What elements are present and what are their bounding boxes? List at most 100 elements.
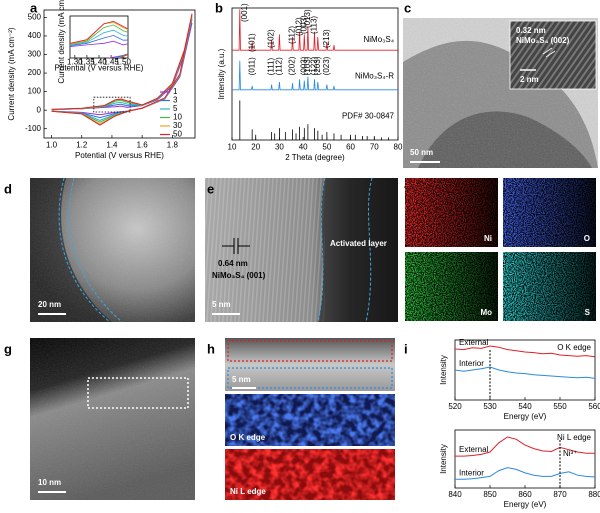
panel-label: i bbox=[404, 341, 408, 356]
map-fade bbox=[405, 178, 498, 247]
series-label: Interior bbox=[459, 468, 484, 477]
y-tick-label: 0 bbox=[37, 105, 42, 114]
scale-label: 5 nm bbox=[212, 300, 231, 309]
peak-label: (011) bbox=[247, 57, 256, 75]
plot-frame bbox=[231, 7, 399, 141]
peak-label: (023) bbox=[322, 56, 331, 75]
peak-label: (003) bbox=[299, 15, 308, 34]
y-axis-label: Current density (mA cm⁻²) bbox=[57, 0, 66, 84]
lattice-spacing: 0.32 nm bbox=[516, 26, 546, 35]
scale-label: 50 nm bbox=[410, 148, 433, 157]
legend-label: 3 bbox=[173, 96, 178, 105]
x-tick-label: 1.4 bbox=[106, 141, 118, 150]
legend-label: 10 bbox=[173, 113, 182, 122]
y-axis-label: Intensity (a.u.) bbox=[217, 48, 226, 99]
peak-label: (122) bbox=[310, 56, 319, 75]
peak-label: (113) bbox=[310, 16, 319, 34]
x-tick-label: 20 bbox=[251, 143, 260, 152]
panel-label: d bbox=[4, 181, 12, 196]
x-tick-label: 1.35 bbox=[79, 58, 95, 67]
x-axis-label: 2 Theta (degree) bbox=[285, 153, 345, 162]
y-tick-label: 200 bbox=[28, 68, 42, 77]
zoom-box bbox=[93, 96, 131, 113]
x-tick-label: 840 bbox=[448, 490, 462, 499]
peak-label: (001) bbox=[240, 3, 249, 22]
y-axis-label: Intensity bbox=[439, 444, 448, 474]
region-label: Activated layer bbox=[330, 239, 387, 248]
cv-curve bbox=[70, 40, 128, 58]
map-fade bbox=[405, 252, 498, 321]
peak-label: (202) bbox=[288, 56, 297, 75]
x-tick-label: 520 bbox=[448, 402, 462, 411]
series-label: External bbox=[459, 445, 489, 454]
xrd-pattern bbox=[232, 60, 398, 91]
x-tick-label: 550 bbox=[553, 402, 567, 411]
peak-label: (013) bbox=[303, 9, 312, 28]
stem-image bbox=[30, 338, 195, 500]
panel-label: e bbox=[207, 181, 214, 196]
stem-image bbox=[30, 177, 195, 323]
x-tick-label: 1.8 bbox=[167, 141, 179, 150]
legend-label: 30 bbox=[173, 121, 182, 130]
x-tick-label: 540 bbox=[518, 402, 532, 411]
series-label: NiMo₃S₄ bbox=[363, 35, 394, 44]
eels-spectrum bbox=[454, 345, 596, 358]
lattice-plane: NiMo₃S₄ (001) bbox=[212, 271, 266, 280]
panel-label: a bbox=[30, 0, 38, 15]
eels-spectrum bbox=[455, 467, 596, 480]
scale-label: 5 nm bbox=[232, 375, 251, 384]
x-tick-label: 1.50 bbox=[115, 58, 131, 67]
series-label: PDF# 30-0847 bbox=[342, 111, 395, 120]
x-tick-label: 1.40 bbox=[91, 58, 107, 67]
peak-label: (112) bbox=[275, 57, 284, 75]
eels-spectrum bbox=[454, 366, 596, 379]
x-tick-label: 860 bbox=[518, 490, 532, 499]
peak-label: (003) bbox=[299, 56, 308, 75]
plot-frame bbox=[69, 15, 129, 59]
map-label: Ni L edge bbox=[230, 487, 266, 496]
series-label: NiMo₃S₄-R bbox=[355, 72, 394, 81]
tem-image bbox=[403, 18, 598, 168]
cv-curve bbox=[51, 13, 193, 126]
plot-frame bbox=[43, 9, 196, 139]
xrd-pattern bbox=[232, 9, 398, 51]
panel-label: g bbox=[4, 341, 12, 356]
map-label: S bbox=[585, 308, 591, 317]
x-tick-label: 30 bbox=[275, 143, 284, 152]
x-tick-label: 1.45 bbox=[103, 58, 119, 67]
series-label: External bbox=[459, 338, 489, 347]
eels-spectrum bbox=[455, 436, 595, 457]
panel-label: h bbox=[207, 341, 215, 356]
x-tick-label: 560 bbox=[588, 402, 600, 411]
inset-area bbox=[70, 20, 128, 58]
x-tick-label: 50 bbox=[322, 143, 331, 152]
y-tick-label: 400 bbox=[28, 31, 42, 40]
x-tick-label: 70 bbox=[370, 143, 379, 152]
scale-label: 2 nm bbox=[520, 75, 539, 84]
x-tick-label: 880 bbox=[588, 490, 600, 499]
x-tick-label: 850 bbox=[483, 490, 497, 499]
map-label: O K edge bbox=[230, 433, 266, 442]
x-tick-label: 10 bbox=[228, 143, 237, 152]
lattice-spacing: 0.64 nm bbox=[218, 259, 248, 268]
cv-curve bbox=[70, 29, 128, 58]
x-axis-label: Potential (V versus RHE) bbox=[75, 151, 164, 160]
x-tick-label: 80 bbox=[394, 143, 403, 152]
series-label: Interior bbox=[459, 359, 484, 368]
edge-label: Ni L edge bbox=[557, 433, 592, 442]
scale-label: 10 nm bbox=[38, 478, 61, 487]
peak-label: (112) bbox=[288, 26, 297, 44]
x-axis-label: Energy (eV) bbox=[504, 500, 547, 509]
y-axis-label: Intensity bbox=[439, 355, 448, 385]
lattice-plane: NiMo₃S₄ (002) bbox=[516, 36, 570, 45]
peak-label: (012) bbox=[295, 17, 304, 36]
map-fade bbox=[503, 178, 596, 247]
x-tick-label: 40 bbox=[299, 143, 308, 152]
x-tick-label: 1.0 bbox=[46, 141, 58, 150]
x-axis-label: Potential (V versus RHE) bbox=[55, 64, 144, 73]
x-tick-label: 1.30 bbox=[67, 58, 83, 67]
y-tick-label: 500 bbox=[28, 13, 42, 22]
x-tick-label: 1.6 bbox=[137, 141, 149, 150]
panel-label: b bbox=[215, 0, 223, 15]
